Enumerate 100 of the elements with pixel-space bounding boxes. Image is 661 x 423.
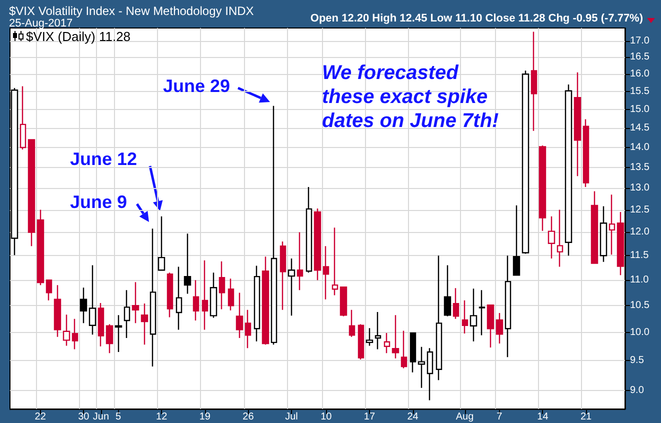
candlestick	[374, 311, 382, 350]
candlestick	[348, 309, 356, 338]
candlestick	[418, 346, 426, 389]
x-tick-label: 26	[242, 412, 254, 422]
annotation: We forecasted these exact spike dates on June 7th!	[322, 62, 500, 132]
candlestick	[392, 314, 400, 359]
candlestick	[184, 233, 192, 294]
candlestick	[400, 330, 408, 369]
candlestick	[176, 266, 182, 330]
y-tick-label: 12.0	[630, 226, 650, 238]
candlestick	[314, 208, 322, 281]
candlestick	[556, 209, 564, 268]
candlestick	[288, 258, 296, 316]
candlestick	[522, 70, 530, 254]
candlestick	[322, 246, 330, 300]
candlestick	[538, 144, 546, 232]
candlestick	[616, 211, 624, 276]
candlestick	[124, 290, 130, 339]
candlestick	[332, 227, 338, 296]
candlestick	[270, 105, 278, 346]
candlestick	[608, 194, 616, 256]
candlestick	[590, 190, 598, 264]
x-tick-label: 22	[34, 412, 46, 422]
y-tick-label: 9.5	[630, 355, 644, 366]
y-tick-label: 9.0	[630, 384, 644, 396]
x-tick-label: 14	[537, 412, 549, 422]
x-tick-label: 7	[496, 412, 503, 422]
candlestick	[20, 86, 26, 150]
candlestick	[564, 84, 572, 256]
candlestick	[262, 256, 270, 346]
candlestick	[244, 309, 252, 349]
annotation: June 12	[70, 149, 138, 169]
candlestick	[218, 260, 226, 310]
candlestick	[600, 206, 608, 262]
text: Open 12.20 High 12.45 Low 11.10 Close 11.28 Chg -0.95 (-7.77%)	[310, 12, 644, 24]
y-tick-label: 16.5	[630, 52, 650, 63]
x-tick-label: 10	[320, 412, 332, 422]
candlestick	[478, 290, 486, 336]
annotation: June 9	[70, 192, 128, 212]
candlestick	[296, 232, 304, 291]
y-tick-label: 13.5	[630, 162, 650, 173]
candlestick	[202, 260, 208, 330]
candlestick	[496, 312, 504, 344]
x-tick-label: 19	[199, 412, 211, 422]
x-tick-label: Jul	[285, 412, 298, 422]
candlestick	[36, 209, 44, 286]
candlestick	[236, 292, 244, 339]
candlestick	[158, 216, 166, 271]
y-tick-label: 11.0	[630, 274, 650, 286]
candlestick	[512, 204, 520, 276]
chart-subtitle: 25-Aug-2017	[9, 18, 73, 30]
candlestick	[46, 279, 52, 302]
candlestick	[410, 332, 416, 373]
candlestick	[72, 318, 78, 350]
candlestick	[114, 314, 122, 353]
chart-title: $VIX Volatility Index - New Methodology INDX	[9, 4, 254, 18]
candlestick	[436, 255, 442, 381]
x-tick-label: 17	[364, 412, 376, 422]
candlestick	[150, 228, 156, 368]
candlestick	[80, 287, 88, 324]
y-tick-label: 15.0	[630, 104, 650, 116]
candlestick	[132, 281, 140, 324]
candlestick	[366, 327, 374, 346]
y-tick-label: 17.0	[630, 35, 650, 46]
candlestick	[140, 302, 148, 346]
candlestick	[504, 255, 512, 358]
y-tick-label: 10.0	[630, 326, 650, 338]
candlestick	[166, 272, 174, 318]
candlestick	[384, 332, 390, 354]
candlestick	[106, 324, 114, 354]
y-tick-label: 14.0	[630, 142, 650, 154]
x-tick-label: 24	[407, 412, 419, 422]
candlestick	[486, 304, 494, 348]
x-tick-label: Jun	[92, 412, 110, 422]
candlestick	[54, 284, 62, 338]
candlestick	[582, 118, 590, 188]
candlestick	[444, 264, 452, 317]
annotation: $VIX (Daily) 11.28	[26, 29, 131, 44]
y-tick-label: 10.5	[630, 300, 650, 312]
candlestick	[62, 314, 70, 346]
x-tick-label: 12	[156, 412, 168, 422]
candlestick	[426, 347, 434, 401]
candlestick	[88, 264, 96, 336]
candlestick	[98, 302, 104, 347]
candlestick	[452, 288, 460, 320]
candlestick	[306, 186, 312, 274]
candlestick	[358, 324, 364, 360]
candlestick	[28, 139, 36, 247]
candlestick	[192, 279, 200, 322]
y-tick-label: 16.0	[630, 68, 650, 80]
candlestick	[340, 286, 348, 317]
candlestick	[280, 240, 286, 310]
y-tick-label: 15.5	[630, 86, 650, 98]
y-tick-label: 11.5	[630, 250, 650, 262]
candlestick	[530, 31, 538, 132]
y-tick-label: 13.0	[630, 182, 650, 194]
candlestick	[210, 272, 218, 318]
y-tick-label: 12.5	[630, 204, 650, 216]
candlestick	[228, 278, 234, 311]
candlestick	[254, 265, 260, 342]
